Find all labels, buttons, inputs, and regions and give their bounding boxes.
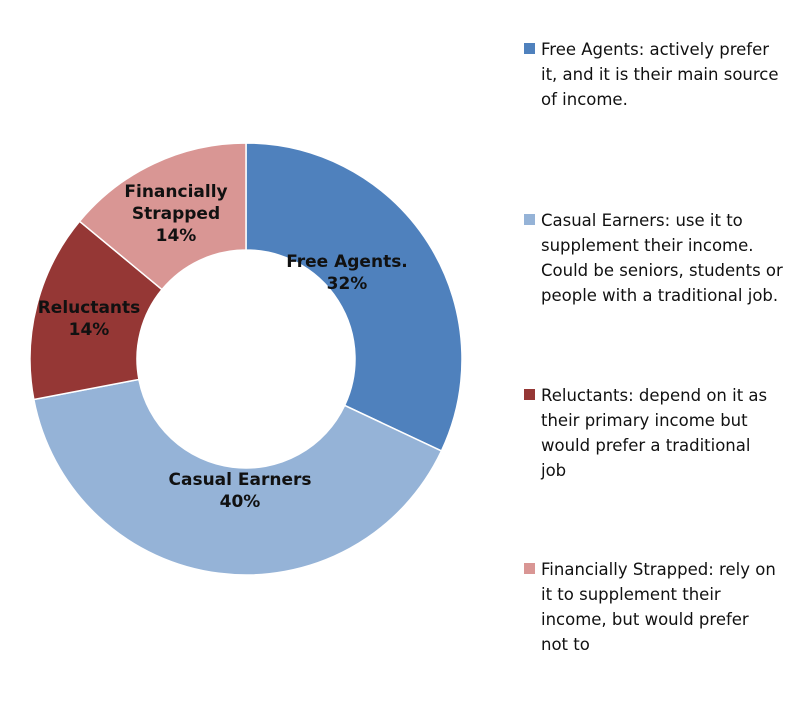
legend-swatch-free-agents bbox=[524, 43, 535, 54]
legend-text-casual-earners: Casual Earners: use it to supplement thei… bbox=[541, 211, 783, 305]
data-label-casual-earners: Casual Earners 40% bbox=[169, 470, 312, 512]
legend-entry-reluctants: Reluctants: depend on it as their primary… bbox=[519, 383, 801, 483]
legend-entry-casual-earners: Casual Earners: use it to supplement thei… bbox=[519, 208, 801, 308]
legend-text-free-agents: Free Agents: actively prefer it, and it i… bbox=[541, 40, 779, 109]
slice-labels: Free Agents. 32% Casual Earners 40% Reluctan… bbox=[38, 182, 408, 512]
legend-swatch-casual-earners bbox=[524, 214, 535, 225]
slice-casual-earners bbox=[32, 378, 443, 576]
slice-free-agents bbox=[245, 142, 463, 452]
legend-swatch-reluctants bbox=[524, 389, 535, 400]
legend-swatch-financially-strapped bbox=[524, 563, 535, 574]
legend-text-financially-strapped: Financially Strapped: rely on it to suppl… bbox=[541, 560, 776, 654]
data-label-free-agents: Free Agents. 32% bbox=[286, 252, 408, 294]
legend-text-reluctants: Reluctants: depend on it as their primary… bbox=[541, 386, 768, 480]
donut-chart: Free Agents. 32% Casual Earners 40% Reluctan… bbox=[29, 142, 463, 576]
donut-slices bbox=[29, 142, 463, 576]
data-label-reluctants: Reluctants 14% bbox=[38, 298, 141, 340]
legend-entry-free-agents: Free Agents: actively prefer it, and it i… bbox=[519, 37, 801, 112]
slice-financially-strapped bbox=[78, 142, 247, 291]
data-label-financially-strapped: Financially Strapped 14% bbox=[124, 182, 227, 246]
legend-entry-financially-strapped: Financially Strapped: rely on it to suppl… bbox=[519, 557, 801, 657]
